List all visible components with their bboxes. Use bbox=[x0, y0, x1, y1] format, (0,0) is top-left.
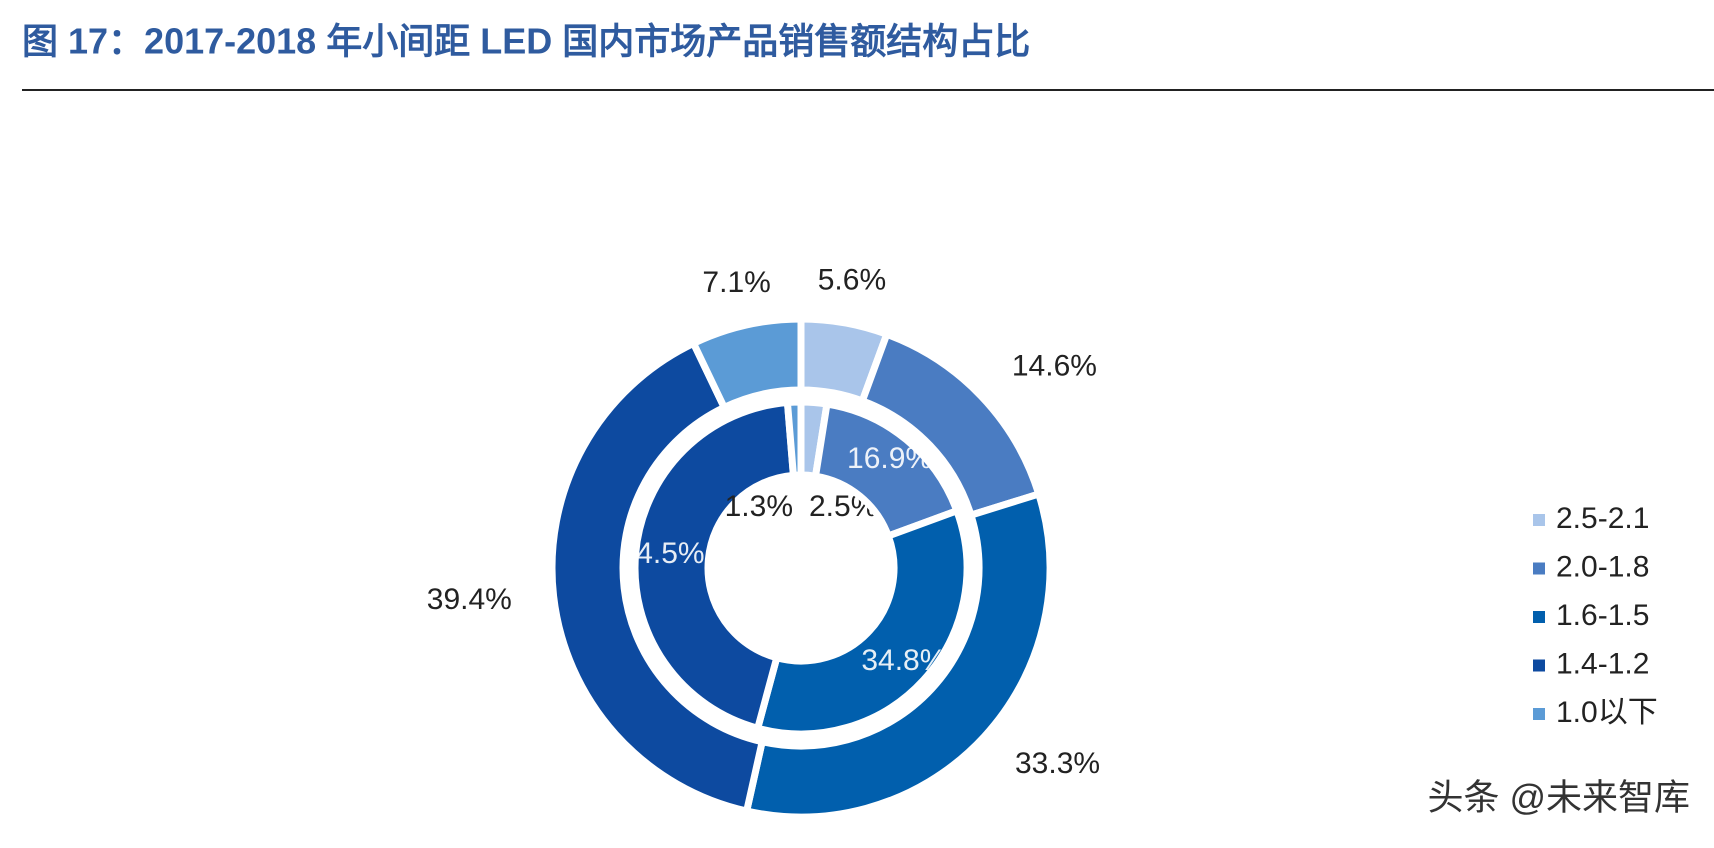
legend-swatch bbox=[1533, 708, 1545, 720]
legend-label: 1.4-1.2 bbox=[1556, 647, 1649, 680]
donut-slice bbox=[688, 315, 805, 413]
legend-label: 1.0以下 bbox=[1556, 696, 1658, 729]
donut-slice bbox=[742, 489, 1054, 821]
data-label: 16.9% bbox=[847, 442, 932, 475]
data-label: 33.3% bbox=[1015, 747, 1100, 780]
legend-swatch bbox=[1533, 611, 1545, 623]
donut-slice bbox=[783, 398, 805, 480]
chart-title: 图 17：2017-2018 年小间距 LED 国内市场产品销售额结构占比 bbox=[22, 21, 1030, 62]
watermark: 头条 @未来智库 bbox=[1427, 777, 1690, 818]
data-label: 7.1% bbox=[702, 266, 770, 299]
data-label: 39.4% bbox=[427, 583, 512, 616]
data-label: 14.6% bbox=[1012, 349, 1097, 382]
donut-slice bbox=[753, 506, 971, 738]
legend-label: 2.5-2.1 bbox=[1556, 502, 1649, 535]
legend-label: 1.6-1.5 bbox=[1556, 599, 1649, 632]
donut-slice bbox=[631, 398, 798, 733]
donut-slice bbox=[548, 338, 767, 816]
data-label: 34.8% bbox=[861, 644, 946, 677]
data-label: 44.5% bbox=[620, 537, 705, 570]
data-label: 1.3% bbox=[725, 490, 793, 523]
legend-swatch bbox=[1533, 659, 1545, 672]
data-label: 5.6% bbox=[818, 263, 886, 296]
legend-swatch bbox=[1533, 514, 1545, 526]
legend-label: 2.0-1.8 bbox=[1556, 550, 1649, 583]
legend-swatch bbox=[1533, 562, 1545, 575]
